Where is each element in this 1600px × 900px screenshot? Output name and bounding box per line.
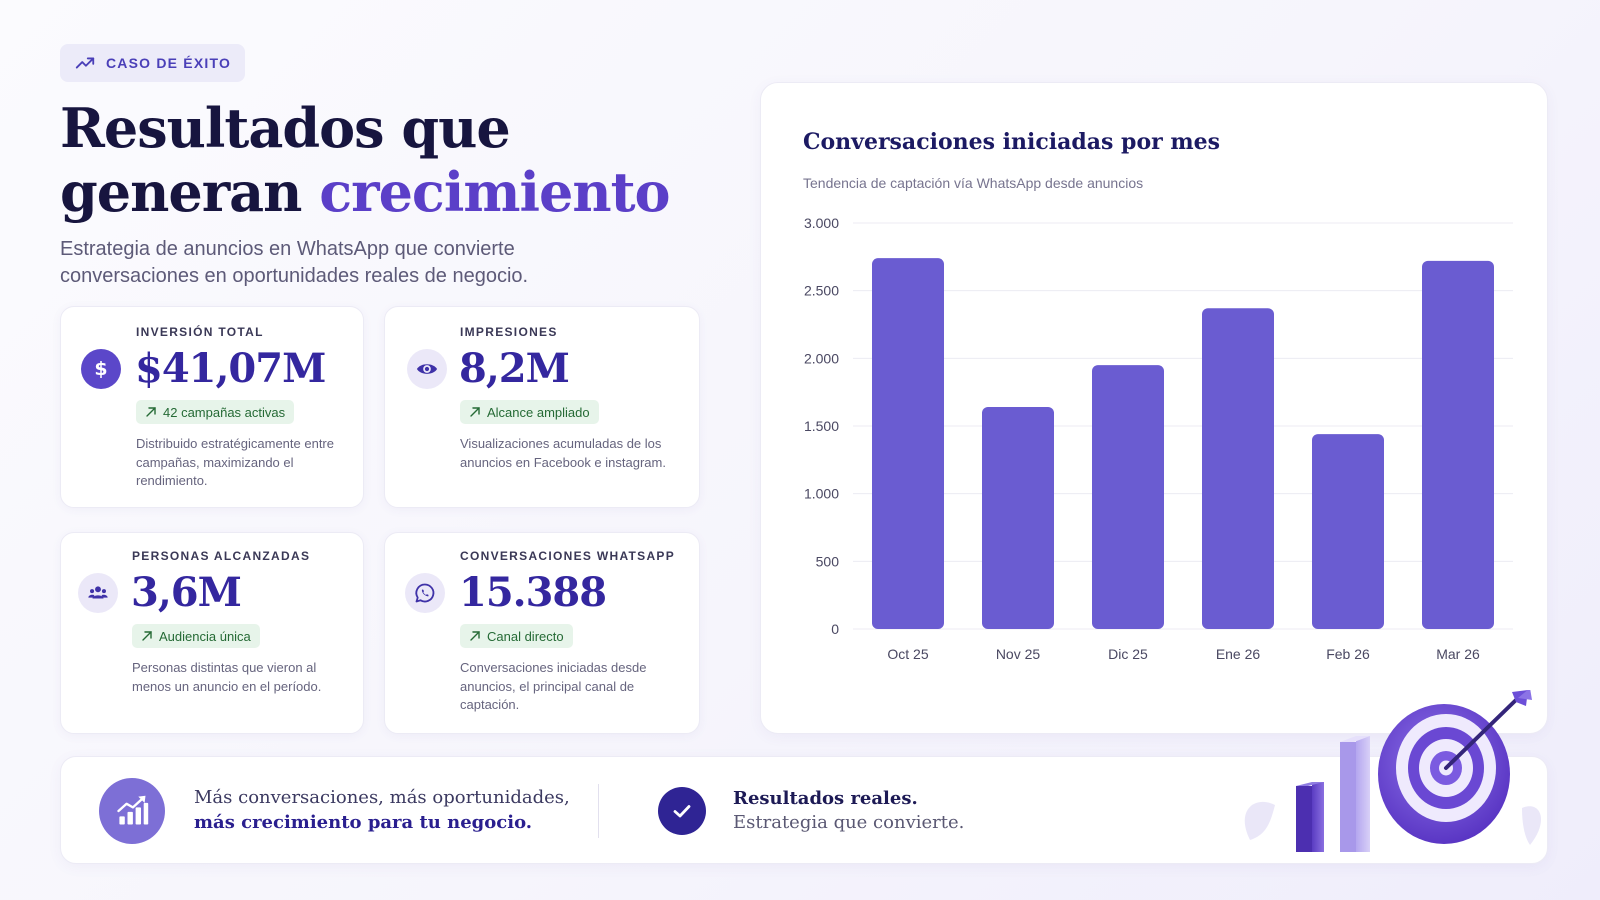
banner-result-line: Estrategia que convierte.: [733, 812, 965, 833]
x-tick-label: Mar 26: [1436, 646, 1480, 662]
kpi-value: 15.388: [459, 569, 607, 616]
kpi-label: PERSONAS ALCANZADAS: [132, 549, 311, 563]
kpi-pill: Alcance ampliado: [460, 400, 599, 424]
chart-bar: [982, 407, 1054, 629]
kpi-card-reach: PERSONAS ALCANZADAS 3,6M Audiencia única…: [60, 532, 364, 734]
people-icon: [78, 573, 118, 613]
x-tick-label: Ene 26: [1216, 646, 1261, 662]
title-line-1: Resultados que: [60, 96, 511, 160]
arrow-up-right-icon: [142, 631, 152, 641]
chart-bar: [1202, 308, 1274, 629]
banner-message: Más conversaciones, más oportunidades, m…: [194, 785, 574, 835]
chart-bar: [1422, 260, 1494, 629]
kpi-description: Visualizaciones acumuladas de los anunci…: [460, 436, 666, 470]
arrow-up-right-icon: [470, 631, 480, 641]
x-tick-label: Nov 25: [996, 646, 1041, 662]
whatsapp-icon: [405, 573, 445, 613]
y-tick-label: 2.500: [804, 283, 839, 299]
chart-subtitle: Tendencia de captación vía WhatsApp desd…: [803, 175, 1144, 191]
kpi-card-investment: $ INVERSIÓN TOTAL $41,07M 42 campañas ac…: [60, 306, 364, 508]
kpi-value: 3,6M: [131, 569, 242, 616]
kpi-card-impressions: IMPRESIONES 8,2M Alcance ampliado Visual…: [384, 306, 700, 508]
kpi-value: $41,07M: [135, 345, 326, 392]
page-title: Resultados que generan crecimiento: [60, 96, 700, 224]
x-tick-label: Oct 25: [887, 646, 928, 662]
case-study-badge: CASO DE ÉXITO: [60, 44, 246, 82]
title-line-2-plain: generan: [60, 160, 302, 224]
kpi-description: Distribuido estratégicamente entre campa…: [136, 436, 334, 488]
kpi-description: Personas distintas que vieron al menos u…: [132, 660, 322, 694]
kpi-label: INVERSIÓN TOTAL: [136, 325, 264, 339]
kpi-pill-label: 42 campañas activas: [163, 404, 286, 420]
arrow-up-right-icon: [146, 407, 156, 417]
x-tick-label: Feb 26: [1326, 646, 1370, 662]
y-tick-label: 1.500: [804, 418, 839, 434]
y-tick-label: 0: [831, 621, 839, 637]
trending-up-icon: [75, 57, 95, 69]
title-line-2-accent: crecimiento: [319, 160, 670, 224]
kpi-label: IMPRESIONES: [460, 325, 558, 339]
kpi-pill: Canal directo: [460, 624, 573, 648]
kpi-description: Conversaciones iniciadas desde anuncios,…: [460, 660, 647, 712]
kpi-label: CONVERSACIONES WHATSAPP: [460, 549, 676, 563]
banner-message-strong: más crecimiento para tu negocio.: [194, 812, 533, 833]
kpi-pill-label: Canal directo: [487, 628, 564, 644]
dollar-icon: $: [81, 349, 121, 389]
banner-message-line: Más conversaciones, más oportunidades,: [194, 787, 570, 808]
banner-divider: [598, 784, 599, 838]
chart-bar: [872, 258, 944, 629]
y-tick-label: 500: [816, 553, 840, 569]
banner-result: Resultados reales. Estrategia que convie…: [733, 787, 964, 835]
kpi-pill: 42 campañas activas: [136, 400, 295, 424]
badge-label: CASO DE ÉXITO: [106, 55, 232, 71]
chart-title: Conversaciones iniciadas por mes: [803, 129, 1221, 155]
kpi-pill-label: Alcance ampliado: [487, 404, 590, 420]
chart-bar: [1092, 365, 1164, 629]
arrow-up-right-icon: [470, 407, 480, 417]
bar-chart: 0 500 1.000 1.500 2.000 2.500 3.000 Oct 25 Nov 2…: [804, 215, 1513, 662]
x-tick-label: Dic 25: [1108, 646, 1148, 662]
banner-result-strong: Resultados reales.: [733, 788, 918, 809]
y-tick-label: 2.000: [804, 350, 839, 366]
growth-chart-icon: [99, 778, 165, 844]
chart-bar: [1312, 434, 1384, 629]
check-icon: [658, 787, 706, 835]
y-tick-label: 3.000: [804, 215, 839, 231]
kpi-card-whatsapp: CONVERSACIONES WHATSAPP 15.388 Canal dir…: [384, 532, 700, 734]
y-tick-label: 1.000: [804, 486, 839, 502]
kpi-value: 8,2M: [459, 345, 570, 392]
kpi-pill: Audiencia única: [132, 624, 260, 648]
eye-icon: [407, 349, 447, 389]
target-illustration: [1244, 690, 1542, 852]
page-subtitle: Estrategia de anuncios en WhatsApp que c…: [60, 238, 529, 287]
kpi-pill-label: Audiencia única: [159, 628, 251, 644]
chart-card: Conversaciones iniciadas por mes Tendenc…: [760, 82, 1548, 734]
